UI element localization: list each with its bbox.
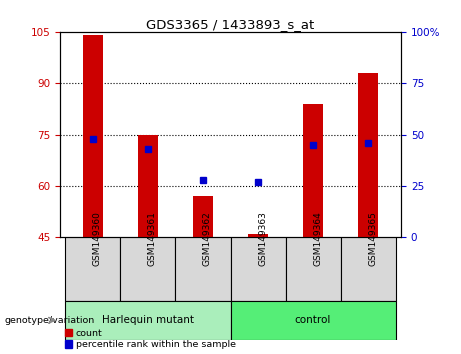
Bar [83,35,103,237]
Bar [193,196,213,237]
Bar [303,104,323,237]
Text: GSM149363: GSM149363 [258,211,267,266]
Bar [230,237,285,301]
Bar [248,234,268,237]
Bar [230,301,396,340]
Bar [138,135,158,237]
Title: GDS3365 / 1433893_s_at: GDS3365 / 1433893_s_at [147,18,314,31]
Legend: count, percentile rank within the sample: count, percentile rank within the sample [65,329,236,349]
Text: GSM149365: GSM149365 [368,211,377,266]
Text: GSM149361: GSM149361 [148,211,157,266]
Text: Harlequin mutant: Harlequin mutant [102,315,194,325]
Bar [341,237,396,301]
Bar [176,237,230,301]
Bar [359,73,378,237]
Bar [285,237,341,301]
Bar [120,237,176,301]
Text: GSM149364: GSM149364 [313,211,322,266]
Text: genotype/variation: genotype/variation [5,316,95,325]
Bar [65,301,230,340]
Text: GSM149362: GSM149362 [203,211,212,266]
Bar [65,237,120,301]
Text: control: control [295,315,331,325]
Text: GSM149360: GSM149360 [93,211,102,266]
